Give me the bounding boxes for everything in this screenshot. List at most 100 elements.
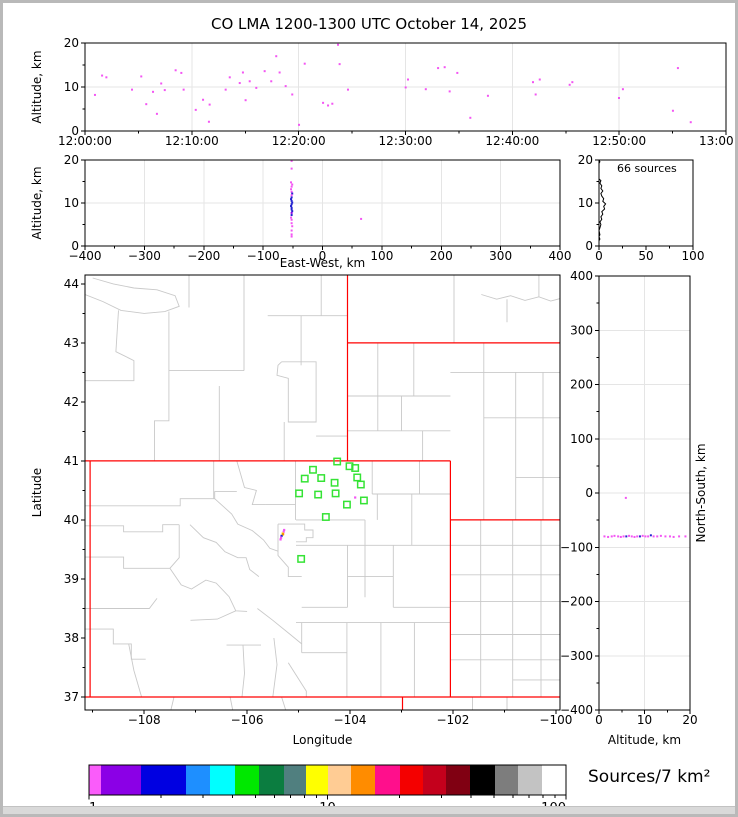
x-tick-label: 12:30:00	[379, 134, 433, 148]
source-dot	[180, 71, 183, 74]
source-count-annotation: 66 sources	[617, 162, 677, 175]
source-dot	[238, 82, 241, 85]
colorbar-segment	[400, 765, 423, 795]
source-dot	[486, 94, 489, 97]
source-dot	[443, 66, 446, 69]
station-marker	[331, 489, 340, 498]
lma-figure-canvas: 12:00:00 12:10:00 12:20:00 12:30:00 12:40:00…	[30, 36, 735, 814]
colorbar-segment	[423, 765, 446, 795]
source-dot	[290, 167, 293, 170]
x-axis-label: Altitude, km	[608, 733, 681, 747]
source-dot	[290, 233, 293, 236]
source-dot	[290, 229, 293, 232]
station-marker	[309, 465, 317, 474]
panel-frame	[84, 274, 561, 711]
station-marker	[314, 490, 323, 499]
source-points	[93, 43, 692, 126]
source-dot	[283, 528, 286, 532]
x-tick-label: 0	[319, 249, 327, 263]
y-axis-label-right: North-South, km	[694, 443, 708, 542]
source-dot	[290, 203, 293, 206]
source-dot	[638, 535, 641, 538]
source-dot	[290, 199, 293, 202]
x-tick-label: −102	[436, 713, 469, 727]
colorbar-label: Sources/7 km²	[588, 767, 711, 787]
y-tick-label: 0	[585, 239, 593, 253]
source-dot	[290, 205, 293, 208]
colorbar-segment	[375, 765, 400, 795]
colorbar-segment	[328, 765, 351, 795]
y-tick-label: 39	[64, 572, 79, 586]
y-axis-label: Latitude	[30, 468, 44, 517]
source-dot	[290, 218, 293, 221]
y-axis-label: Altitude, km	[30, 166, 44, 239]
y-tick-label: −200	[560, 595, 593, 609]
source-dot	[652, 535, 655, 538]
y-tick-label: 200	[570, 378, 593, 392]
source-dot	[571, 81, 574, 84]
source-dot	[290, 214, 293, 217]
panel-map: −108 −106 −104 −102 −100 37 38 39 40 41 42 43 44 Long…	[30, 274, 572, 747]
y-tick-label: 40	[64, 513, 79, 527]
source-dot	[101, 74, 104, 77]
station-marker	[359, 496, 368, 505]
source-dot	[290, 208, 293, 211]
axis-ticks	[595, 159, 694, 250]
source-dot	[689, 121, 692, 124]
source-dot	[105, 76, 108, 79]
colorbar-segment	[306, 765, 328, 795]
axis-ticks	[595, 275, 691, 714]
source-dot	[163, 89, 166, 92]
source-dot	[354, 496, 357, 499]
source-dot	[282, 533, 285, 536]
source-dot	[424, 88, 427, 91]
source-dot	[278, 71, 281, 74]
colorbar-segment	[518, 765, 542, 795]
station-marker	[330, 478, 339, 487]
source-dot	[684, 535, 687, 538]
y-tick-label: −100	[560, 540, 593, 554]
x-tick-label: 12:40:00	[485, 134, 539, 148]
source-dot	[534, 93, 537, 96]
x-tick-label: 100	[682, 249, 705, 263]
x-tick-label: 20	[682, 713, 697, 727]
source-dot	[617, 97, 620, 99]
y-tick-label: 400	[570, 269, 593, 283]
source-dot	[290, 194, 293, 197]
window-bottom-edge	[3, 806, 735, 814]
x-tick-label: −100	[539, 713, 572, 727]
y-tick-label: 300	[570, 323, 593, 337]
panel-ns-height: 0 10 20 −400 −300 −200 −100 0 100 200 300 400 Altitu…	[560, 269, 708, 747]
source-dot	[290, 206, 293, 209]
panel-time-height: 12:00:00 12:10:00 12:20:00 12:30:00 12:40:00…	[30, 36, 735, 148]
colorbar-segment	[446, 765, 470, 795]
source-dot	[255, 86, 258, 89]
y-axis-label: Altitude, km	[30, 50, 44, 123]
source-dot	[290, 159, 293, 162]
source-dot	[291, 192, 294, 195]
source-dot	[207, 120, 210, 123]
y-tick-label: 20	[578, 153, 593, 167]
source-points	[290, 159, 363, 238]
source-dot	[644, 535, 647, 538]
source-dot	[131, 88, 134, 91]
source-dot	[659, 534, 662, 537]
source-dot	[649, 534, 652, 537]
source-dot	[290, 235, 293, 238]
source-dot	[224, 88, 227, 91]
map-layers	[85, 275, 560, 710]
source-dot	[290, 222, 293, 225]
x-tick-label: −104	[334, 713, 367, 727]
station-marker	[353, 473, 362, 482]
source-dot	[469, 116, 472, 119]
y-tick-label: 41	[64, 454, 79, 468]
x-tick-label: 12:20:00	[272, 134, 326, 148]
axis-ticks	[81, 159, 561, 250]
x-tick-label: −106	[231, 713, 264, 727]
source-dot	[290, 190, 293, 193]
source-dot	[668, 535, 671, 538]
x-tick-label: −200	[187, 249, 220, 263]
source-points	[603, 496, 687, 538]
colorbar-segment	[259, 765, 284, 795]
